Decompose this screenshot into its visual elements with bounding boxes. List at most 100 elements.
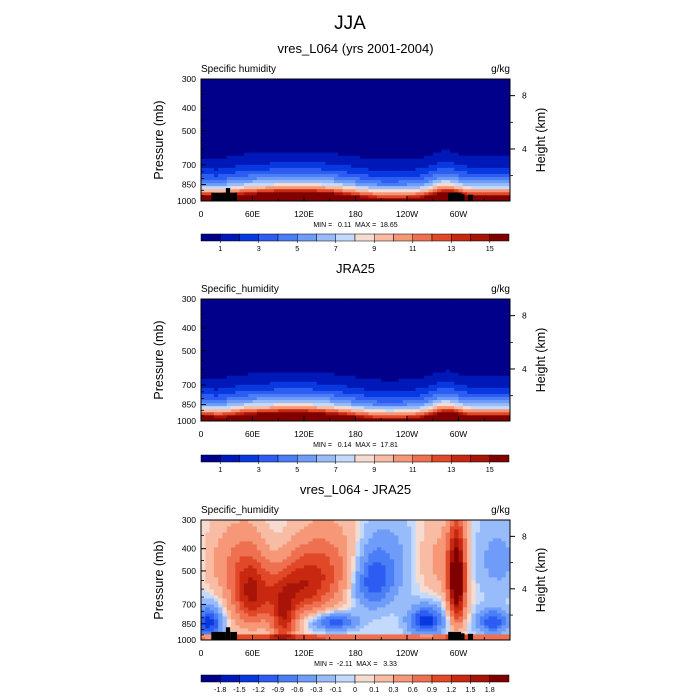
heatmap-cell xyxy=(321,118,326,123)
heatmap-cell xyxy=(381,112,386,116)
heatmap-cell xyxy=(205,344,210,349)
y-tick-label: 300 xyxy=(182,74,196,84)
heatmap-cell xyxy=(411,338,416,343)
heatmap-cell xyxy=(445,179,451,184)
heatmap-cell xyxy=(304,124,309,129)
heatmap-cell xyxy=(226,161,232,165)
heatmap-cell xyxy=(467,375,472,379)
heatmap-cell xyxy=(243,335,249,340)
heatmap-cell xyxy=(312,103,318,107)
heatmap-cell xyxy=(475,414,481,419)
heatmap-cell xyxy=(467,350,472,355)
heatmap-cell xyxy=(505,350,511,355)
heatmap-cell xyxy=(467,94,472,98)
heatmap-cell xyxy=(235,402,241,407)
heatmap-cell xyxy=(432,140,438,144)
heatmap-cell xyxy=(201,124,206,129)
heatmap-cell xyxy=(419,94,425,98)
heatmap-cell xyxy=(312,369,318,373)
heatmap-cell xyxy=(218,332,223,336)
heatmap-cell xyxy=(394,363,399,367)
heatmap-cell xyxy=(218,335,223,340)
heatmap-cell xyxy=(295,173,301,177)
heatmap-cell xyxy=(213,179,219,184)
heatmap-cell xyxy=(346,91,352,95)
heatmap-cell xyxy=(449,188,455,193)
heatmap-cell xyxy=(432,121,438,126)
heatmap-cell xyxy=(497,161,502,165)
heatmap-cell xyxy=(441,118,447,123)
heatmap-cell xyxy=(497,411,502,416)
heatmap-cell xyxy=(449,378,455,382)
heatmap-cell xyxy=(205,170,210,174)
heatmap-cell xyxy=(231,118,236,123)
heatmap-cell xyxy=(376,130,382,135)
heatmap-cell xyxy=(394,402,399,407)
heatmap-cell xyxy=(411,375,416,379)
heatmap-cell xyxy=(261,140,266,144)
heatmap-cell xyxy=(355,103,361,107)
heatmap-cell xyxy=(265,91,271,95)
heatmap-cell xyxy=(282,115,288,120)
heatmap-cell xyxy=(497,335,502,340)
heatmap-cell xyxy=(385,82,391,86)
heatmap-cell xyxy=(316,353,322,358)
heatmap-cell xyxy=(398,353,404,358)
heatmap-cell xyxy=(243,158,249,162)
heatmap-cell xyxy=(372,94,378,98)
heatmap-cell xyxy=(265,356,271,361)
heatmap-cell xyxy=(308,197,313,202)
heatmap-cell xyxy=(205,152,210,156)
heatmap-cell xyxy=(273,97,279,101)
heatmap-cell xyxy=(492,194,498,199)
heatmap-cell xyxy=(449,173,455,177)
heatmap-cell xyxy=(359,127,365,132)
heatmap-cell xyxy=(278,182,283,187)
heatmap-cell xyxy=(209,88,215,92)
heatmap-cell xyxy=(334,149,339,153)
heatmap-cell xyxy=(407,341,412,346)
heatmap-cell xyxy=(316,173,322,177)
heatmap-cell xyxy=(376,375,382,379)
heatmap-cell xyxy=(239,167,245,171)
heatmap-cell xyxy=(484,79,489,83)
heatmap-cell xyxy=(458,146,464,150)
heatmap-cell xyxy=(239,390,245,394)
heatmap-cell xyxy=(299,408,305,413)
heatmap-cell xyxy=(351,79,356,83)
heatmap-cell xyxy=(385,378,391,382)
heatmap-cell xyxy=(316,393,322,397)
heatmap-cell xyxy=(449,363,455,367)
heatmap-cell xyxy=(286,100,292,104)
heatmap-cell xyxy=(437,408,442,413)
heatmap-cell xyxy=(484,161,489,165)
heatmap-cell xyxy=(389,405,395,410)
heatmap-cell xyxy=(256,393,262,397)
heatmap-cell xyxy=(359,381,365,385)
heatmap-cell xyxy=(235,118,241,123)
heatmap-cell xyxy=(299,149,305,153)
heatmap-cell xyxy=(334,164,339,168)
heatmap-cell xyxy=(407,140,412,144)
heatmap-cell xyxy=(497,97,502,101)
heatmap-cell xyxy=(295,82,301,86)
heatmap-cell xyxy=(286,408,292,413)
heatmap-cell xyxy=(282,103,288,107)
heatmap-cell xyxy=(248,118,253,123)
heatmap-cell xyxy=(282,417,288,422)
heatmap-cell xyxy=(432,387,438,391)
heatmap-cell xyxy=(389,191,395,196)
heatmap-cell xyxy=(338,344,344,349)
heatmap-cell xyxy=(437,94,442,98)
heatmap-cell xyxy=(501,115,507,120)
heatmap-cell xyxy=(222,79,228,83)
heatmap-cell xyxy=(484,91,489,95)
heatmap-cell xyxy=(505,176,511,181)
heatmap-cell xyxy=(497,149,502,153)
heatmap-cell xyxy=(342,360,348,364)
heatmap-cell xyxy=(346,411,352,416)
heatmap-cell xyxy=(492,350,498,355)
heatmap-cell xyxy=(368,197,374,202)
heatmap-cell xyxy=(497,194,502,199)
